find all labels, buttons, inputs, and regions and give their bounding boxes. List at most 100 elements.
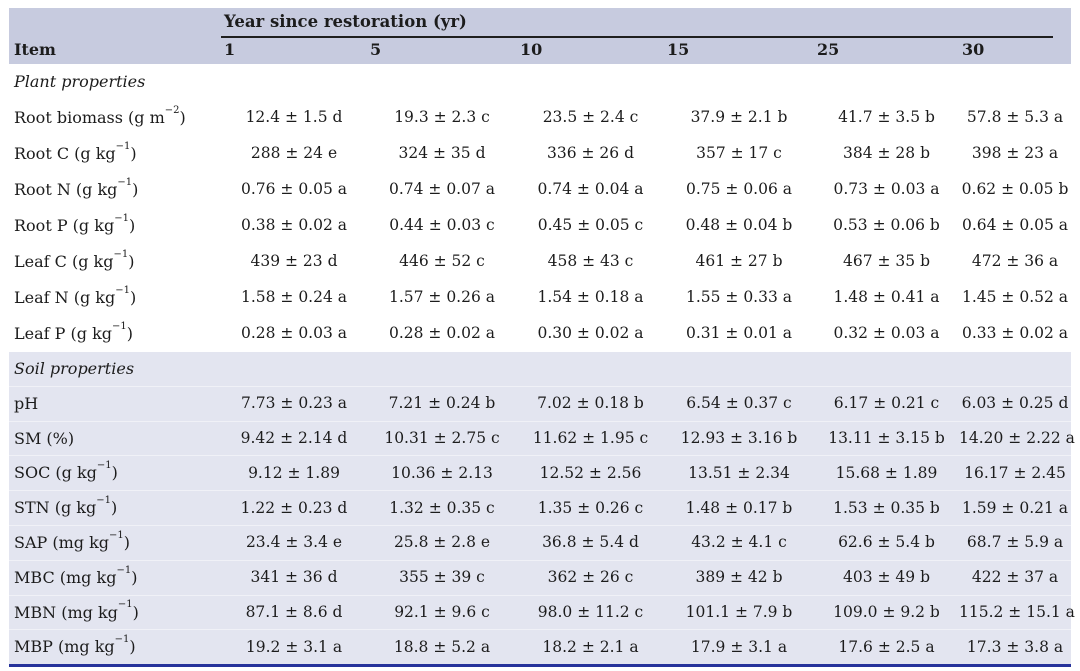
- item-label: SM (%): [14, 428, 75, 448]
- value-cell: 11.62 ± 1.95 c: [517, 420, 664, 456]
- value-cell: 14.20 ± 2.22 a: [959, 420, 1075, 456]
- item-cell: Leaf C (g kg−1): [9, 244, 221, 280]
- value-cell: 12.4 ± 1.5 d: [221, 100, 367, 136]
- item-cell: Root N (g kg−1): [9, 172, 221, 208]
- value-cell: 0.28 ± 0.02 a: [367, 316, 517, 352]
- empty-corner-cell: [9, 8, 221, 38]
- value-cell: 403 ± 49 b: [814, 559, 959, 596]
- item-label: pH: [14, 393, 39, 413]
- item-cell: SM (%): [9, 420, 221, 456]
- value-cell: 68.7 ± 5.9 a: [959, 524, 1072, 561]
- table-row: MBP (mg kg−1) 19.2 ± 3.1 a 18.8 ± 5.2 a 18.…: [9, 629, 1072, 666]
- value-cell: 7.21 ± 0.24 b: [367, 385, 517, 422]
- value-cell: 1.22 ± 0.23 d: [221, 490, 367, 526]
- value-cell: 1.57 ± 0.26 a: [367, 280, 517, 316]
- unit-exponent: −1: [96, 494, 111, 506]
- value-cell: 472 ± 36 a: [959, 244, 1072, 280]
- value-cell: 1.48 ± 0.17 b: [664, 490, 814, 526]
- value-cell: 17.6 ± 2.5 a: [814, 629, 959, 666]
- data-table: Year since restoration (yr) Item 1 5 10 15 2…: [9, 8, 1075, 668]
- group-header-label: Year since restoration (yr): [221, 9, 1054, 38]
- value-cell: 43.2 ± 4.1 c: [664, 524, 814, 561]
- item-column-header: Item: [9, 38, 221, 64]
- value-cell: 0.75 ± 0.06 a: [664, 172, 814, 208]
- section-heading-row: Soil properties: [9, 352, 1072, 387]
- item-label-close: ): [179, 108, 186, 128]
- value-cell: 1.55 ± 0.33 a: [664, 280, 814, 316]
- value-cell: 10.36 ± 2.13: [367, 455, 517, 491]
- table-row: STN (g kg−1) 1.22 ± 0.23 d 1.32 ± 0.35 c 1.…: [9, 490, 1072, 526]
- value-cell: 1.53 ± 0.35 b: [814, 490, 959, 526]
- column-header-row: Item 1 5 10 15 25 30: [9, 38, 1072, 64]
- unit-exponent: −1: [115, 140, 131, 152]
- unit-exponent: −1: [114, 212, 129, 224]
- value-cell: 1.48 ± 0.41 a: [814, 280, 959, 316]
- table-row: MBC (mg kg−1) 341 ± 36 d 355 ± 39 c 362 ± 2…: [9, 559, 1072, 596]
- value-cell: 6.03 ± 0.25 d: [959, 385, 1072, 422]
- value-cell: 288 ± 24 e: [221, 136, 367, 172]
- value-cell: 16.17 ± 2.45: [959, 455, 1072, 491]
- item-label-close: ): [129, 288, 137, 308]
- value-cell: 19.2 ± 3.1 a: [221, 629, 367, 666]
- value-cell: 389 ± 42 b: [664, 559, 814, 596]
- item-label: SAP (mg kg: [14, 533, 110, 553]
- value-cell: 0.76 ± 0.05 a: [221, 172, 367, 208]
- table-row: SOC (g kg−1) 9.12 ± 1.89 10.36 ± 2.13 12.52…: [9, 455, 1072, 491]
- item-label-close: ): [110, 498, 118, 518]
- value-cell: 13.51 ± 2.34: [664, 455, 814, 491]
- item-cell: Root P (g kg−1): [9, 208, 221, 244]
- table-header: Year since restoration (yr) Item 1 5 10 15 2…: [9, 8, 1072, 64]
- table-row: SAP (mg kg−1) 23.4 ± 3.4 e 25.8 ± 2.8 e 36.…: [9, 524, 1072, 561]
- item-label: SOC (g kg: [14, 463, 97, 483]
- group-header-cell: Year since restoration (yr): [221, 8, 1072, 38]
- value-cell: 0.31 ± 0.01 a: [664, 316, 814, 352]
- item-cell: Leaf N (g kg−1): [9, 280, 221, 316]
- item-label: Leaf N (g kg: [14, 288, 116, 308]
- unit-exponent: −1: [113, 248, 129, 260]
- value-cell: 422 ± 37 a: [959, 559, 1072, 596]
- value-cell: 19.3 ± 2.3 c: [367, 100, 517, 136]
- item-label-close: ): [126, 324, 133, 344]
- value-cell: 384 ± 28 b: [814, 136, 959, 172]
- value-cell: 36.8 ± 5.4 d: [517, 524, 664, 561]
- value-cell: 0.74 ± 0.07 a: [367, 172, 517, 208]
- item-label: Root C (g kg: [14, 144, 116, 164]
- value-cell: 12.93 ± 3.16 b: [664, 420, 814, 456]
- value-cell: 0.48 ± 0.04 b: [664, 208, 814, 244]
- item-label: MBP (mg kg: [14, 637, 115, 657]
- value-cell: 439 ± 23 d: [221, 244, 367, 280]
- table-row: MBN (mg kg−1) 87.1 ± 8.6 d 92.1 ± 9.6 c 98.…: [9, 594, 1075, 630]
- value-cell: 1.58 ± 0.24 a: [221, 280, 367, 316]
- value-cell: 57.8 ± 5.3 a: [959, 100, 1072, 136]
- value-cell: 0.38 ± 0.02 a: [221, 208, 367, 244]
- value-cell: 1.35 ± 0.26 c: [517, 490, 664, 526]
- item-label-close: ): [132, 180, 139, 200]
- value-cell: 10.31 ± 2.75 c: [367, 420, 517, 456]
- unit-exponent: −1: [117, 176, 133, 188]
- value-cell: 1.59 ± 0.21 a: [959, 490, 1072, 526]
- value-cell: 13.11 ± 3.15 b: [814, 420, 959, 456]
- table-row: pH 7.73 ± 0.23 a 7.21 ± 0.24 b 7.02 ± 0.18 …: [9, 385, 1072, 422]
- unit-exponent: −1: [116, 564, 132, 576]
- value-cell: 18.2 ± 2.1 a: [517, 629, 664, 666]
- value-cell: 17.9 ± 3.1 a: [664, 629, 814, 666]
- value-cell: 0.62 ± 0.05 b: [959, 172, 1072, 208]
- value-cell: 37.9 ± 2.1 b: [664, 100, 814, 136]
- table-row: Root N (g kg−1) 0.76 ± 0.05 a 0.74 ± 0.07 …: [9, 172, 1072, 208]
- value-cell: 0.33 ± 0.02 a: [959, 316, 1072, 352]
- value-cell: 355 ± 39 c: [367, 559, 517, 596]
- table-row: Root biomass (g m−2) 12.4 ± 1.5 d 19.3 ± 2…: [9, 100, 1072, 136]
- section-heading-row: Plant properties: [9, 64, 1072, 100]
- value-cell: 9.12 ± 1.89: [221, 455, 367, 491]
- item-label-close: ): [128, 252, 135, 272]
- unit-exponent: −1: [115, 284, 130, 296]
- value-cell: 362 ± 26 c: [517, 559, 664, 596]
- value-cell: 41.7 ± 3.5 b: [814, 100, 959, 136]
- item-cell: Root C (g kg−1): [9, 136, 221, 172]
- table-row: Root P (g kg−1) 0.38 ± 0.02 a 0.44 ± 0.03 …: [9, 208, 1072, 244]
- item-cell: MBN (mg kg−1): [9, 594, 221, 630]
- year-column-header: 30: [959, 38, 1072, 64]
- table-row: SM (%) 9.42 ± 2.14 d 10.31 ± 2.75 c 11.62 ±…: [9, 420, 1075, 456]
- item-label: Root N (g kg: [14, 180, 118, 200]
- item-cell: pH: [9, 385, 221, 422]
